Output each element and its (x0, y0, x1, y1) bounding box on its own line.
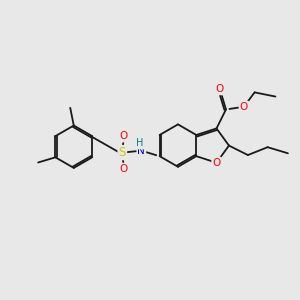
Text: O: O (212, 158, 220, 168)
Text: O: O (240, 102, 248, 112)
Text: S: S (119, 146, 126, 159)
Text: O: O (120, 131, 128, 141)
Text: H: H (136, 138, 144, 148)
Text: O: O (216, 84, 224, 94)
Text: N: N (137, 146, 145, 156)
Text: O: O (120, 164, 128, 174)
